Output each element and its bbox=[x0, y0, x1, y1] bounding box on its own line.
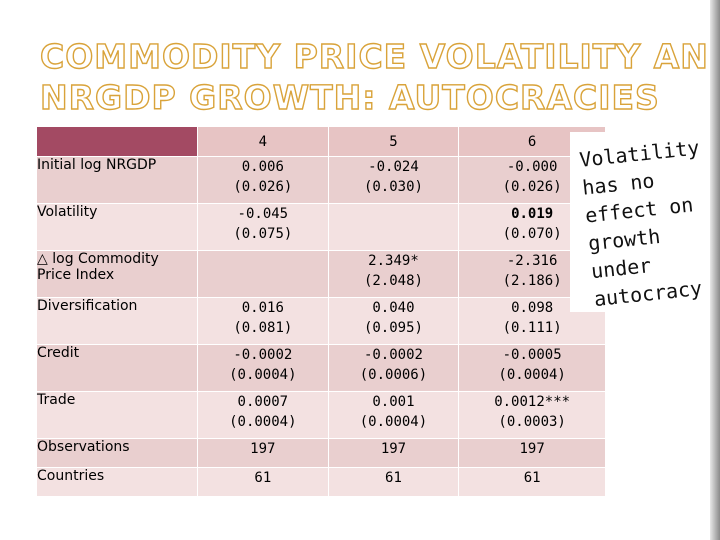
slide-title-line-2: NRGDP GROWTH: AUTOCRACIES bbox=[39, 77, 660, 117]
table-row: △ log Commodity Price Index 2.349* (2.048)… bbox=[36, 250, 606, 298]
row-label: Countries bbox=[36, 467, 198, 497]
table-cell bbox=[197, 250, 329, 298]
table-row: Volatility -0.045 (0.075) 0.019 (0.070) bbox=[36, 203, 606, 251]
delta-symbol: △ bbox=[37, 251, 48, 267]
table-cell: 61 bbox=[197, 467, 329, 497]
slide-title-line-1: COMMODITY PRICE VOLATILITY AND bbox=[39, 36, 720, 76]
row-label: Initial log NRGDP bbox=[36, 156, 198, 204]
header-corner-cell bbox=[36, 126, 198, 157]
row-label: Trade bbox=[36, 391, 198, 439]
table-row: Diversification 0.016 (0.081) 0.040 (0.095… bbox=[36, 297, 606, 345]
table-row: Observations 197 197 197 bbox=[36, 438, 606, 468]
table-header-row: 4 5 6 bbox=[36, 126, 606, 157]
table-cell: 197 bbox=[327, 438, 460, 468]
column-header: 4 bbox=[197, 126, 329, 157]
row-label: Observations bbox=[36, 438, 198, 468]
annotation-box: Volatility has no effect on growth under… bbox=[570, 132, 720, 312]
table-cell: 61 bbox=[458, 467, 606, 497]
table-cell: -0.0005 (0.0004) bbox=[458, 344, 606, 392]
row-label: Credit bbox=[36, 344, 198, 392]
table-cell: 61 bbox=[327, 467, 460, 497]
table-cell bbox=[327, 203, 460, 251]
table-cell: 0.006 (0.026) bbox=[197, 156, 329, 204]
regression-table: 4 5 6 Initial log NRGDP 0.006 (0.026) -0.… bbox=[36, 126, 606, 497]
row-label: Diversification bbox=[36, 297, 198, 345]
table-cell: 0.098 (0.111) bbox=[458, 297, 606, 345]
table-cell: 0.001 (0.0004) bbox=[327, 391, 460, 439]
table-cell: -0.024 (0.030) bbox=[327, 156, 460, 204]
table-cell: -0.0002 (0.0004) bbox=[197, 344, 329, 392]
slide-edge-decoration bbox=[710, 0, 720, 540]
table-cell: 2.349* (2.048) bbox=[327, 250, 460, 298]
column-header: 5 bbox=[327, 126, 460, 157]
table-cell: -0.045 (0.075) bbox=[197, 203, 329, 251]
table-row: Initial log NRGDP 0.006 (0.026) -0.024 (0.… bbox=[36, 156, 606, 204]
table-cell: 0.016 (0.081) bbox=[197, 297, 329, 345]
row-label: Volatility bbox=[36, 203, 198, 251]
table-cell: 0.0007 (0.0004) bbox=[197, 391, 329, 439]
table-row: Countries 61 61 61 bbox=[36, 467, 606, 497]
table-cell: 197 bbox=[197, 438, 329, 468]
table-row: Credit -0.0002 (0.0004) -0.0002 (0.0006) -… bbox=[36, 344, 606, 392]
table-row: Trade 0.0007 (0.0004) 0.001 (0.0004) 0.001… bbox=[36, 391, 606, 439]
annotation-text: Volatility has no effect on growth under… bbox=[578, 133, 715, 313]
slide-title: COMMODITY PRICE VOLATILITY AND NRGDP GRO… bbox=[39, 36, 720, 118]
table-cell: 197 bbox=[458, 438, 606, 468]
table-cell: 0.040 (0.095) bbox=[327, 297, 460, 345]
table-cell: 0.0012*** (0.0003) bbox=[458, 391, 606, 439]
table-cell: -0.0002 (0.0006) bbox=[327, 344, 460, 392]
row-label: △ log Commodity Price Index bbox=[36, 250, 198, 298]
